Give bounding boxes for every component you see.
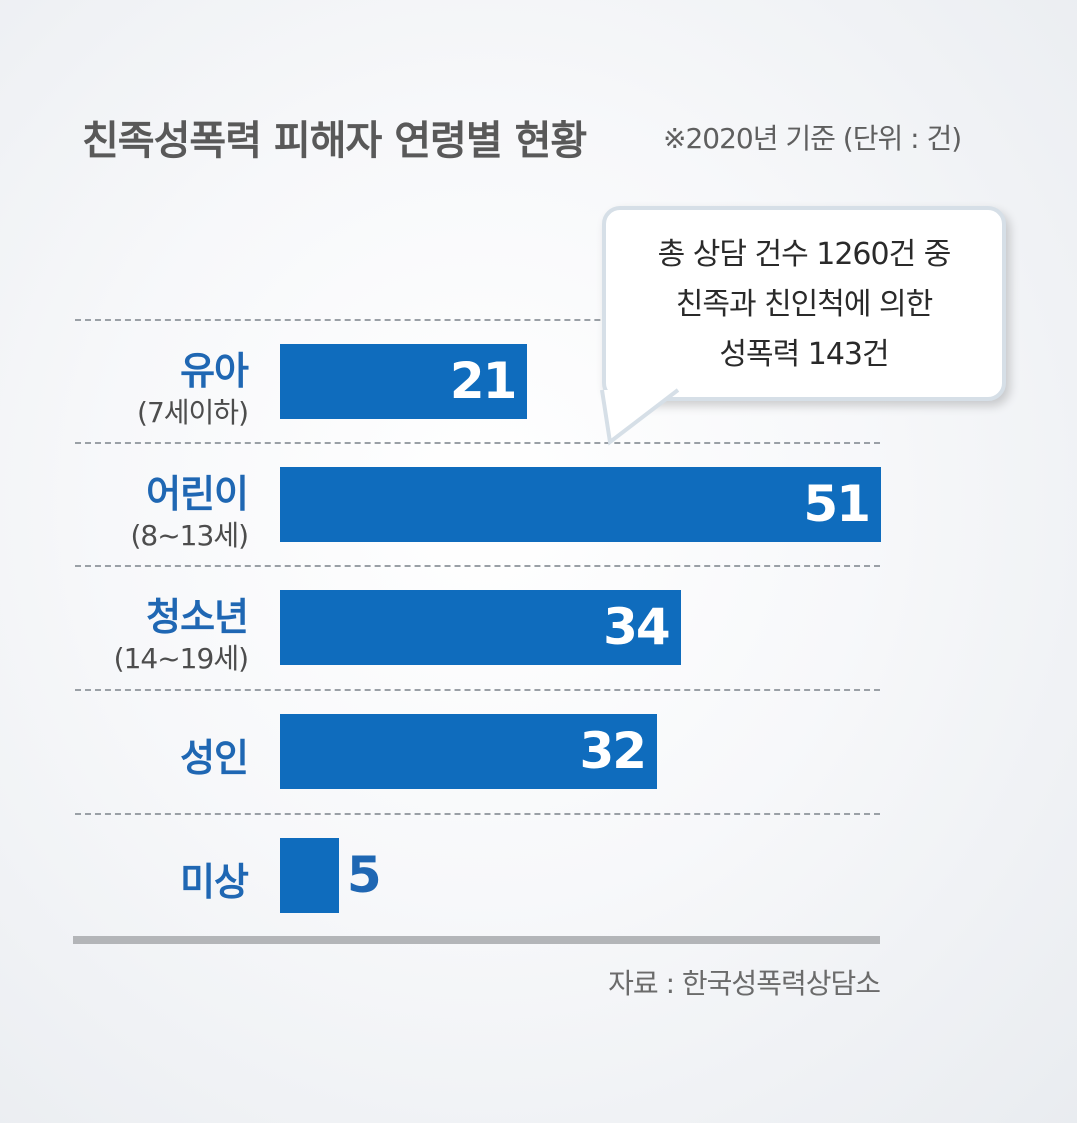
separator-line	[75, 689, 880, 691]
chart-note: ※2020년 기준 (단위 : 건)	[663, 122, 962, 155]
separator-line	[75, 565, 880, 567]
callout-line-2: 친족과 친인척에 의한	[675, 287, 933, 322]
bar	[280, 344, 528, 419]
chart-title: 친족성폭력 피해자 연령별 현황	[82, 118, 587, 164]
callout-line-3: 성폭력 143건	[719, 337, 889, 372]
category-sublabel: (7세이하)	[137, 396, 249, 429]
source-note: 자료 : 한국성폭력상담소	[608, 967, 881, 1000]
bar-value-label: 34	[603, 598, 671, 656]
category-label: 청소년	[146, 595, 249, 639]
category-sublabel: (14~19세)	[113, 642, 249, 675]
separator-line	[75, 442, 880, 444]
category-sublabel: (8~13세)	[130, 519, 249, 552]
callout-tail	[600, 388, 680, 446]
bar-value-label: 32	[579, 722, 648, 780]
chart-baseline	[73, 936, 880, 944]
category-label: 미상	[180, 860, 249, 904]
category-label: 어린이	[146, 472, 249, 516]
separator-line	[75, 319, 880, 321]
category-label: 유아	[180, 349, 249, 393]
bar	[280, 467, 881, 542]
bar-value-label: 51	[803, 475, 871, 533]
bar	[280, 714, 658, 789]
category-label: 성인	[180, 736, 249, 780]
callout-bubble: 총 상담 건수 1260건 중 친족과 친인척에 의한 성폭력 143건	[602, 206, 1006, 401]
bar	[280, 838, 339, 913]
bar-value-label: 5	[346, 846, 382, 904]
callout-text: 총 상담 건수 1260건 중 친족과 친인척에 의한 성폭력 143건	[606, 230, 1002, 380]
separator-line	[75, 813, 880, 815]
bar	[280, 590, 681, 665]
bar-value-label: 21	[449, 352, 518, 410]
callout-line-1: 총 상담 건수 1260건 중	[657, 237, 952, 272]
